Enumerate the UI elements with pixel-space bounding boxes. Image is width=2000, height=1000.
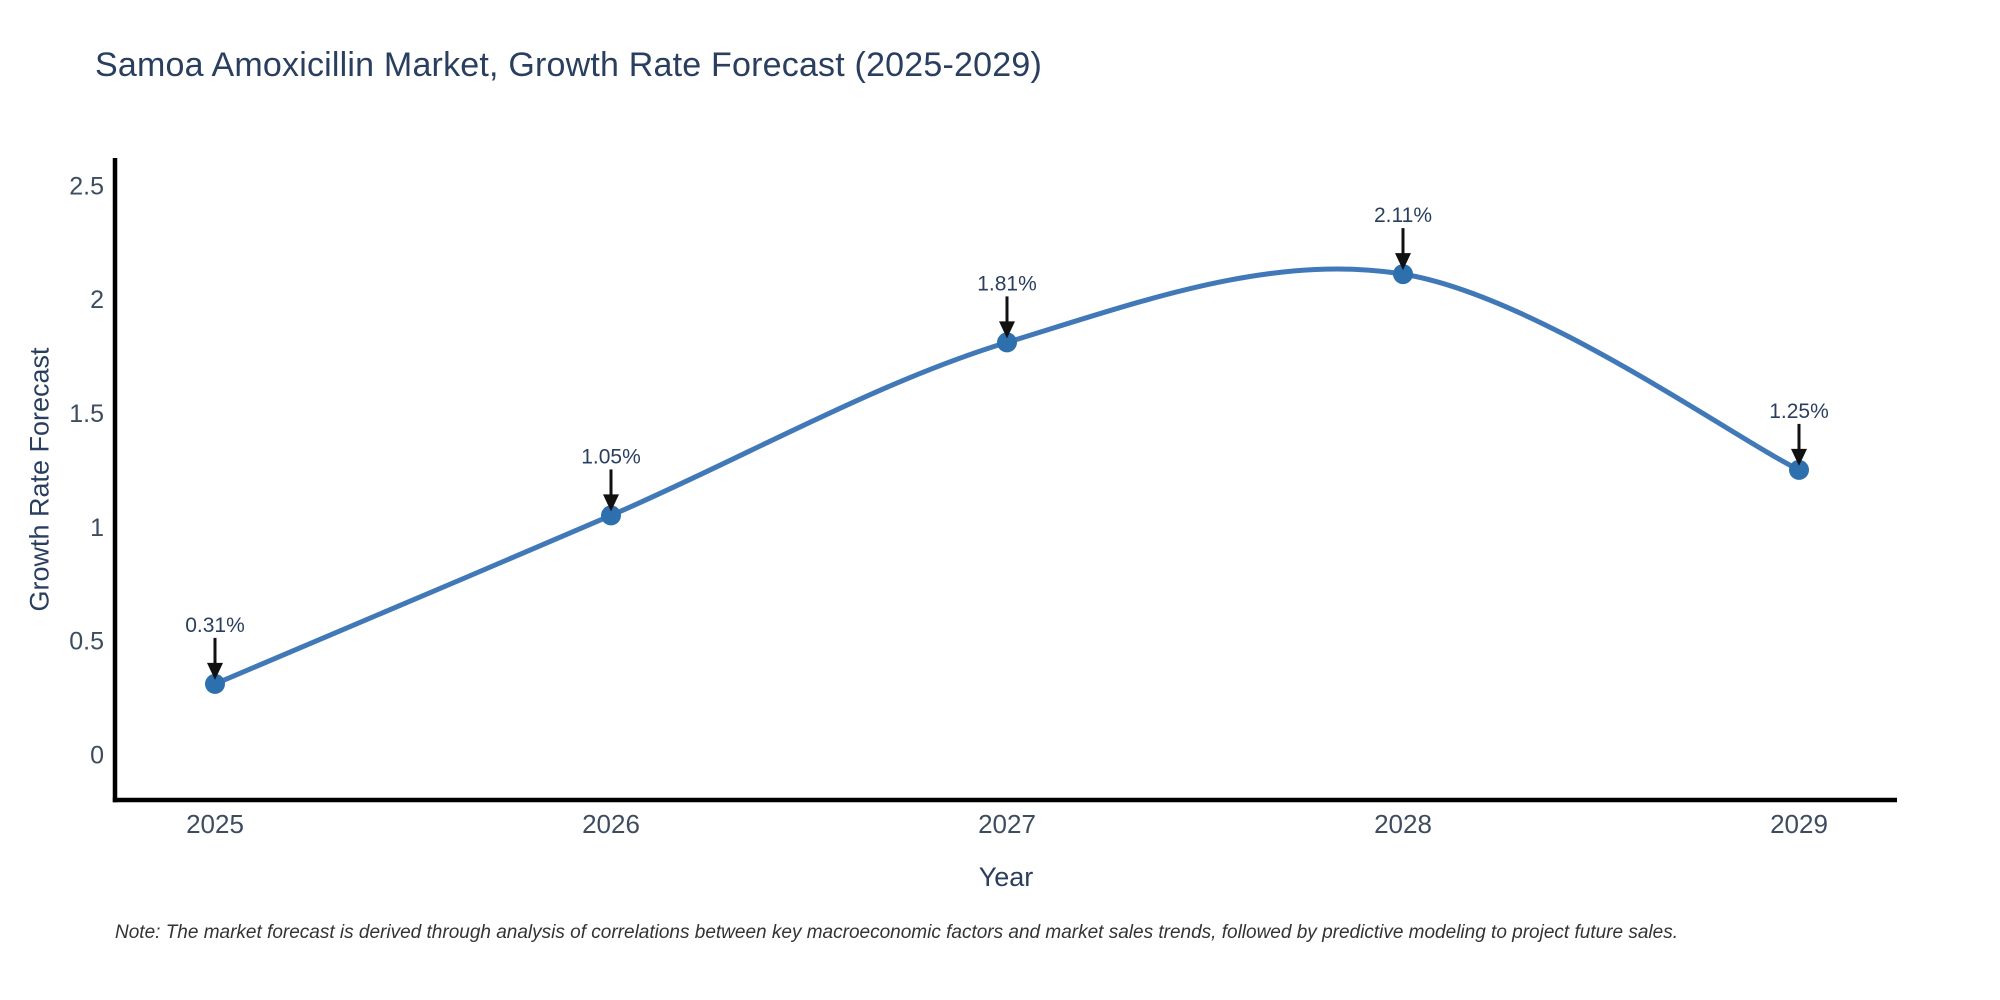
- annotation-arrow-head-icon: [1395, 253, 1411, 271]
- chart-footnote: Note: The market forecast is derived thr…: [115, 922, 1678, 943]
- x-tick-label: 2029: [1770, 809, 1828, 839]
- y-tick-label: 0: [90, 741, 104, 769]
- y-tick-label: 0.5: [69, 628, 104, 656]
- data-point-label: 0.31%: [185, 614, 245, 637]
- data-point-marker[interactable]: [205, 673, 225, 694]
- x-tick-label: 2028: [1374, 809, 1432, 839]
- data-point-marker[interactable]: [1393, 264, 1413, 285]
- x-tick-label: 2026: [582, 809, 640, 839]
- y-tick-label: 2.5: [69, 172, 104, 200]
- annotation-arrow-head-icon: [603, 494, 619, 512]
- y-tick-label: 2: [90, 286, 104, 314]
- data-point-marker[interactable]: [601, 505, 621, 526]
- chart-title: Samoa Amoxicillin Market, Growth Rate Fo…: [95, 46, 1042, 84]
- data-point-label: 2.11%: [1374, 204, 1432, 227]
- data-point-marker[interactable]: [1789, 459, 1809, 480]
- data-point-label: 1.05%: [581, 445, 641, 468]
- y-tick-label: 1.5: [69, 400, 104, 428]
- data-point-marker[interactable]: [997, 332, 1017, 353]
- annotation-arrow-head-icon: [207, 662, 223, 680]
- data-point-label: 1.25%: [1769, 400, 1829, 423]
- y-axis-title: Growth Rate Forecast: [24, 347, 55, 612]
- x-axis-title: Year: [978, 862, 1034, 892]
- annotation-arrow-head-icon: [1791, 448, 1807, 466]
- annotation-arrow-head-icon: [999, 321, 1015, 339]
- x-tick-label: 2025: [186, 809, 244, 839]
- x-tick-label: 2027: [978, 809, 1036, 839]
- data-point-label: 1.81%: [977, 272, 1037, 295]
- y-tick-label: 1: [90, 514, 104, 542]
